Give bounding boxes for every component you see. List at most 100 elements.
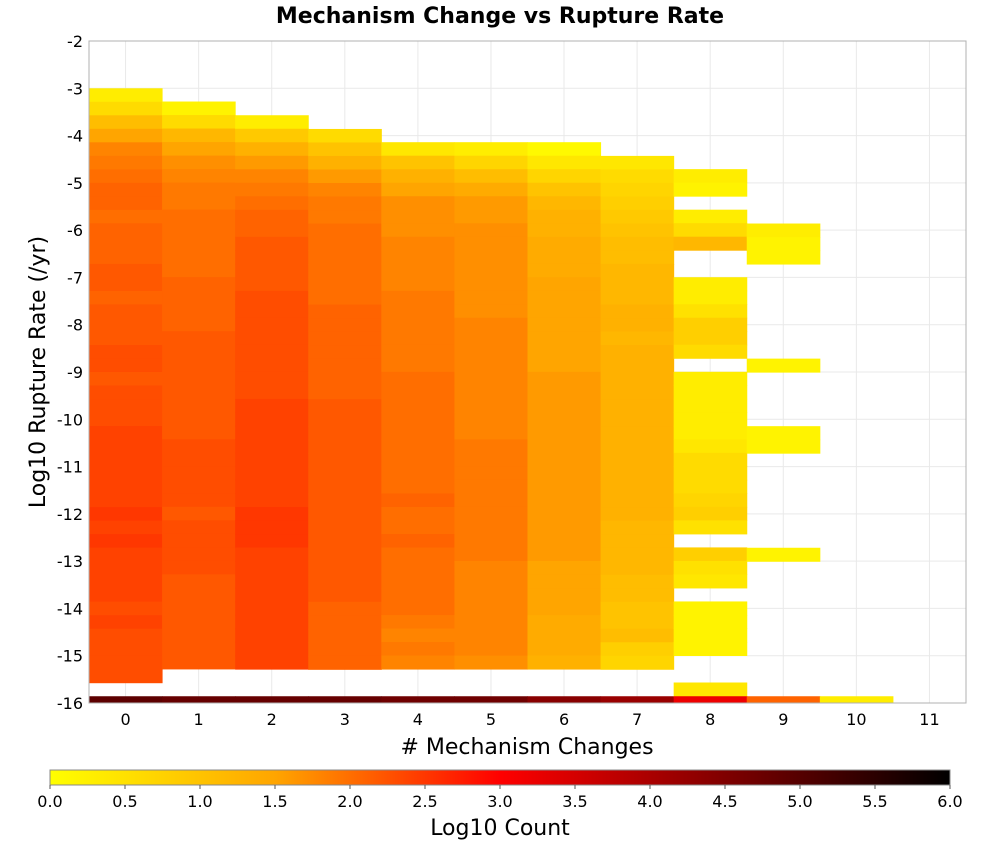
heatmap-cell <box>89 561 163 576</box>
chart-title: Mechanism Change vs Rupture Rate <box>276 4 724 29</box>
heatmap-cell <box>527 493 602 508</box>
heatmap-cell <box>600 318 675 333</box>
heatmap-cell <box>381 358 455 373</box>
heatmap-cell <box>381 250 455 265</box>
heatmap-cell <box>235 142 309 157</box>
heatmap-cell <box>162 304 236 319</box>
heatmap-cell <box>89 223 163 238</box>
heatmap-cell <box>235 290 309 305</box>
heatmap-cell <box>308 439 382 454</box>
heatmap-cell <box>381 317 455 332</box>
heatmap-cell <box>600 155 675 170</box>
heatmap-cell <box>454 655 528 670</box>
heatmap-cell <box>308 345 382 360</box>
heatmap-cell <box>746 547 821 562</box>
heatmap-cell <box>673 317 748 332</box>
heatmap-cell <box>527 533 602 548</box>
heatmap-cell <box>381 209 455 224</box>
heatmap-cell <box>454 452 528 467</box>
heatmap-cell-bottom <box>673 696 748 703</box>
colorbar-ticks: 0.0 0.5 1.0 1.5 2.0 2.5 3.0 3.5 4.0 4.5 5.0 5.5 6.0 <box>37 785 963 811</box>
heatmap-cell <box>527 588 602 603</box>
heatmap-cell <box>746 250 821 265</box>
heatmap-cell <box>162 223 236 238</box>
heatmap-cell <box>673 479 748 494</box>
heatmap-cell <box>308 169 382 184</box>
heatmap-cell <box>381 236 455 251</box>
colorbar-tick-label: 2.5 <box>412 792 437 811</box>
x-tick-label: 7 <box>632 710 642 729</box>
heatmap-cell <box>162 169 236 184</box>
heatmap-cell <box>454 547 528 562</box>
heatmap-cell <box>235 574 309 589</box>
heatmap-cell <box>235 493 309 508</box>
heatmap-cell <box>381 547 455 562</box>
heatmap-cell <box>308 210 382 225</box>
heatmap-cell <box>162 115 236 130</box>
y-tick-label: -6 <box>67 221 83 240</box>
heatmap-cell <box>89 331 163 346</box>
heatmap-cell <box>527 574 602 589</box>
heatmap-cell <box>454 560 528 575</box>
heatmap-cell <box>673 682 748 697</box>
heatmap-cell <box>162 601 236 616</box>
heatmap-cell <box>162 209 236 224</box>
heatmap-cell <box>454 385 528 400</box>
heatmap-cell <box>162 641 236 656</box>
heatmap-cell <box>600 480 675 495</box>
heatmap-cell <box>527 560 602 575</box>
heatmap-cell <box>308 574 382 589</box>
heatmap-cell <box>308 331 382 346</box>
heatmap-cell <box>527 142 602 157</box>
heatmap-cell <box>162 142 236 157</box>
heatmap-cell <box>308 372 382 387</box>
heatmap-cell <box>89 317 163 332</box>
heatmap-cell <box>527 466 602 481</box>
heatmap-cell <box>454 196 528 211</box>
colorbar-tick-label: 1.5 <box>262 792 287 811</box>
heatmap-cell <box>454 493 528 508</box>
heatmap-cell <box>235 169 309 184</box>
heatmap-cell <box>235 642 309 657</box>
heatmap-cell <box>235 250 309 265</box>
heatmap-cell <box>235 358 309 373</box>
heatmap-cell <box>600 331 675 346</box>
heatmap-cell <box>308 642 382 657</box>
heatmap-cell <box>454 615 528 630</box>
heatmap-cell <box>527 182 602 197</box>
heatmap-cell <box>454 466 528 481</box>
heatmap-cell <box>454 236 528 251</box>
heatmap-cell <box>162 277 236 292</box>
heatmap-cell <box>162 587 236 602</box>
heatmap-cell <box>235 277 309 292</box>
heatmap-cell <box>527 250 602 265</box>
heatmap-cell <box>527 344 602 359</box>
heatmap-cell <box>162 412 236 427</box>
heatmap-cell <box>600 628 675 643</box>
heatmap-cell <box>162 560 236 575</box>
heatmap-cell <box>89 615 163 630</box>
heatmap-cell-bottom <box>527 696 602 703</box>
heatmap-cell <box>381 304 455 319</box>
heatmap-cell <box>89 358 163 373</box>
x-tick-label: 11 <box>919 710 939 729</box>
heatmap-cell <box>308 277 382 292</box>
heatmap-cell <box>235 331 309 346</box>
heatmap-cell <box>600 196 675 211</box>
colorbar-tick-label: 6.0 <box>937 792 962 811</box>
heatmap-cell <box>381 169 455 184</box>
heatmap-cell <box>454 588 528 603</box>
y-tick-label: -13 <box>57 552 83 571</box>
heatmap-cell <box>235 182 309 197</box>
heatmap-cell <box>600 655 675 670</box>
heatmap-cell <box>600 358 675 373</box>
heatmap-cell <box>235 628 309 643</box>
heatmap-cell <box>235 371 309 386</box>
heatmap-cell <box>527 290 602 305</box>
heatmap-cell <box>600 547 675 562</box>
heatmap-cell <box>162 614 236 629</box>
heatmap-cell <box>527 506 602 521</box>
heatmap-cell <box>89 155 163 170</box>
heatmap-cell <box>600 223 675 238</box>
heatmap-cell <box>308 480 382 495</box>
